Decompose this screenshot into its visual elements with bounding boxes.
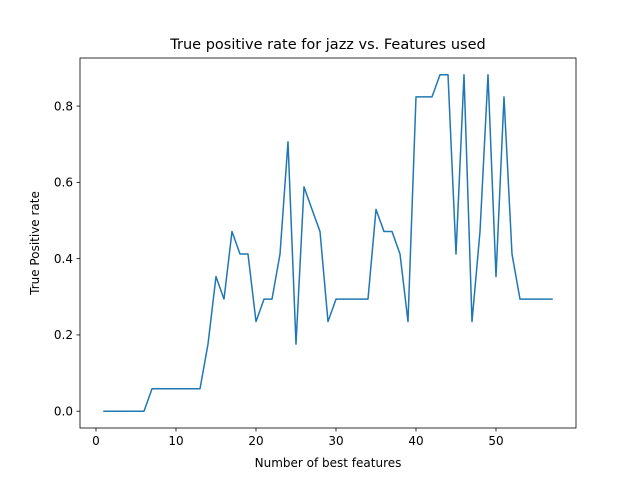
x-tick-label: 40 [408, 434, 423, 448]
x-tick-label: 20 [248, 434, 263, 448]
x-tick-label: 10 [168, 434, 183, 448]
series-line-0 [103, 74, 553, 412]
x-tick-label: 50 [488, 434, 503, 448]
y-tick-label: 0.2 [54, 328, 73, 342]
x-tick-label: 30 [328, 434, 343, 448]
y-axis-label: True Positive rate [28, 191, 42, 296]
y-tick-label: 0.0 [54, 405, 73, 419]
y-axis-ticks: 0.0 0.2 0.4 0.6 0.8 [54, 99, 80, 419]
plot-area [80, 58, 576, 428]
x-axis-label: Number of best features [255, 456, 402, 470]
y-tick-label: 0.8 [54, 99, 73, 113]
axes-layer [79, 57, 577, 429]
y-tick-label: 0.6 [54, 176, 73, 190]
x-axis-ticks: 0 10 20 30 40 50 [92, 428, 504, 448]
x-tick-label: 0 [92, 434, 100, 448]
y-tick-label: 0.4 [54, 252, 73, 266]
chart-title: True positive rate for jazz vs. Features… [169, 37, 485, 53]
series-layer [103, 74, 553, 412]
plot-frame [79, 57, 577, 429]
